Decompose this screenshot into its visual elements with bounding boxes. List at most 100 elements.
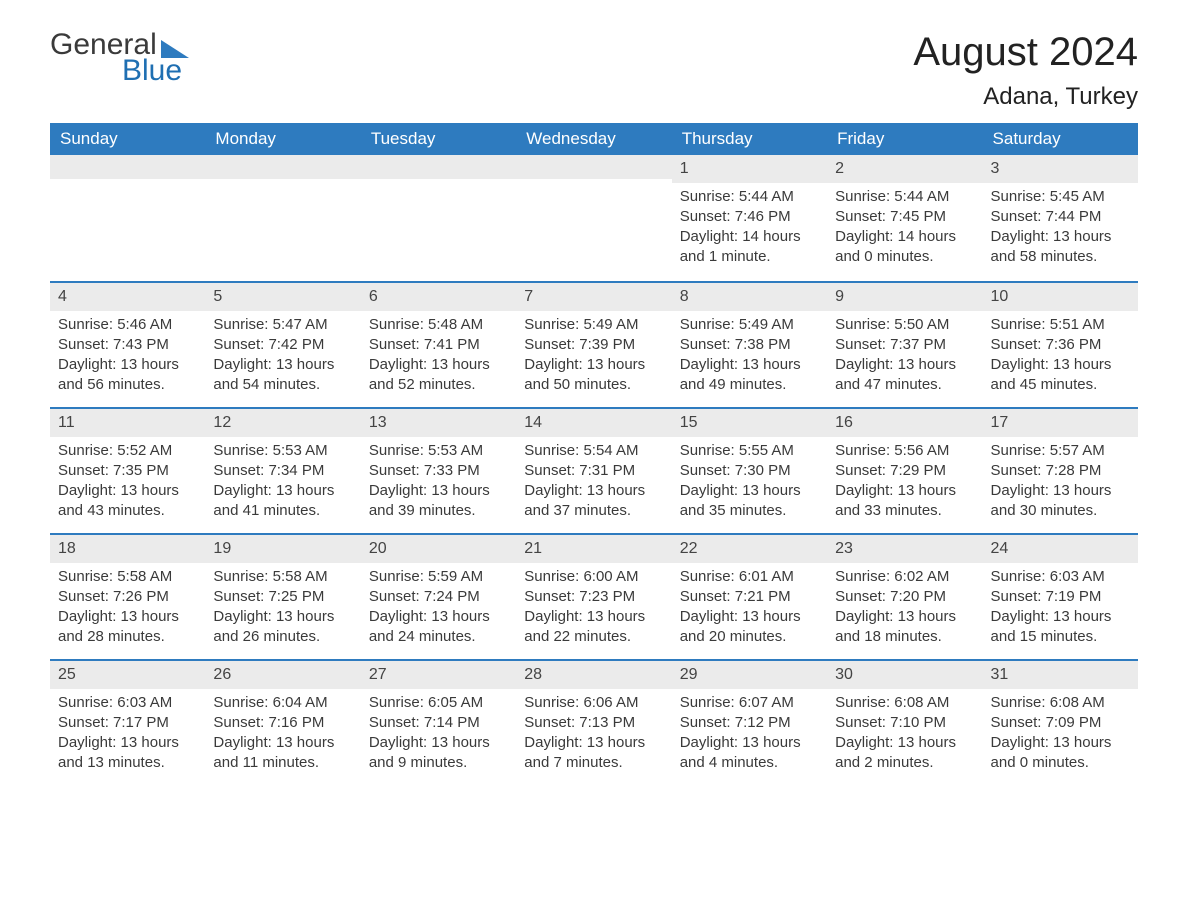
sunrise-line: Sunrise: 5:47 AM [213, 315, 352, 335]
day-cell: 24Sunrise: 6:03 AMSunset: 7:19 PMDayligh… [983, 535, 1138, 659]
sunset-line: Sunset: 7:24 PM [369, 587, 508, 607]
day-number: 10 [983, 283, 1138, 311]
day-cell: 11Sunrise: 5:52 AMSunset: 7:35 PMDayligh… [50, 409, 205, 533]
sunrise-line: Sunrise: 5:54 AM [524, 441, 663, 461]
sunrise-line: Sunrise: 5:55 AM [680, 441, 819, 461]
week-row: 1Sunrise: 5:44 AMSunset: 7:46 PMDaylight… [50, 155, 1138, 281]
daylight-line: Daylight: 13 hours and 22 minutes. [524, 607, 663, 648]
day-cell: 15Sunrise: 5:55 AMSunset: 7:30 PMDayligh… [672, 409, 827, 533]
sunset-line: Sunset: 7:17 PM [58, 713, 197, 733]
daylight-line: Daylight: 13 hours and 11 minutes. [213, 733, 352, 774]
sunrise-line: Sunrise: 5:59 AM [369, 567, 508, 587]
calendar: SundayMondayTuesdayWednesdayThursdayFrid… [50, 123, 1138, 785]
month-title: August 2024 [913, 30, 1138, 75]
daylight-line: Daylight: 13 hours and 43 minutes. [58, 481, 197, 522]
day-cell: 12Sunrise: 5:53 AMSunset: 7:34 PMDayligh… [205, 409, 360, 533]
day-number: 17 [983, 409, 1138, 437]
sunrise-line: Sunrise: 5:49 AM [524, 315, 663, 335]
sunset-line: Sunset: 7:21 PM [680, 587, 819, 607]
sunset-line: Sunset: 7:31 PM [524, 461, 663, 481]
day-cell: 23Sunrise: 6:02 AMSunset: 7:20 PMDayligh… [827, 535, 982, 659]
day-number: 5 [205, 283, 360, 311]
day-cell: 16Sunrise: 5:56 AMSunset: 7:29 PMDayligh… [827, 409, 982, 533]
day-number [205, 155, 360, 179]
daylight-line: Daylight: 13 hours and 37 minutes. [524, 481, 663, 522]
daylight-line: Daylight: 13 hours and 45 minutes. [991, 355, 1130, 396]
day-number [361, 155, 516, 179]
weekday-header: Friday [827, 123, 982, 155]
daylight-line: Daylight: 13 hours and 33 minutes. [835, 481, 974, 522]
sunset-line: Sunset: 7:39 PM [524, 335, 663, 355]
daylight-line: Daylight: 13 hours and 4 minutes. [680, 733, 819, 774]
weekday-header: Tuesday [361, 123, 516, 155]
day-number: 27 [361, 661, 516, 689]
sunrise-line: Sunrise: 5:53 AM [369, 441, 508, 461]
day-number: 22 [672, 535, 827, 563]
day-cell: 13Sunrise: 5:53 AMSunset: 7:33 PMDayligh… [361, 409, 516, 533]
sunrise-line: Sunrise: 5:50 AM [835, 315, 974, 335]
daylight-line: Daylight: 13 hours and 50 minutes. [524, 355, 663, 396]
day-number: 3 [983, 155, 1138, 183]
weekday-header: Saturday [983, 123, 1138, 155]
daylight-line: Daylight: 13 hours and 18 minutes. [835, 607, 974, 648]
sunset-line: Sunset: 7:30 PM [680, 461, 819, 481]
day-cell: 3Sunrise: 5:45 AMSunset: 7:44 PMDaylight… [983, 155, 1138, 281]
sunrise-line: Sunrise: 5:46 AM [58, 315, 197, 335]
sunrise-line: Sunrise: 5:58 AM [58, 567, 197, 587]
sunset-line: Sunset: 7:23 PM [524, 587, 663, 607]
daylight-line: Daylight: 13 hours and 2 minutes. [835, 733, 974, 774]
daylight-line: Daylight: 14 hours and 0 minutes. [835, 227, 974, 268]
daylight-line: Daylight: 13 hours and 15 minutes. [991, 607, 1130, 648]
sunset-line: Sunset: 7:10 PM [835, 713, 974, 733]
daylight-line: Daylight: 13 hours and 54 minutes. [213, 355, 352, 396]
day-number: 8 [672, 283, 827, 311]
day-cell: 19Sunrise: 5:58 AMSunset: 7:25 PMDayligh… [205, 535, 360, 659]
week-row: 25Sunrise: 6:03 AMSunset: 7:17 PMDayligh… [50, 659, 1138, 785]
day-number: 12 [205, 409, 360, 437]
day-cell: 6Sunrise: 5:48 AMSunset: 7:41 PMDaylight… [361, 283, 516, 407]
sunrise-line: Sunrise: 5:56 AM [835, 441, 974, 461]
day-cell: 21Sunrise: 6:00 AMSunset: 7:23 PMDayligh… [516, 535, 671, 659]
empty-cell [361, 155, 516, 281]
daylight-line: Daylight: 13 hours and 41 minutes. [213, 481, 352, 522]
weekday-header: Thursday [672, 123, 827, 155]
logo-text-blue: Blue [122, 56, 189, 86]
empty-cell [516, 155, 671, 281]
sunrise-line: Sunrise: 6:04 AM [213, 693, 352, 713]
day-number: 20 [361, 535, 516, 563]
sunset-line: Sunset: 7:12 PM [680, 713, 819, 733]
sunset-line: Sunset: 7:35 PM [58, 461, 197, 481]
day-cell: 28Sunrise: 6:06 AMSunset: 7:13 PMDayligh… [516, 661, 671, 785]
sunrise-line: Sunrise: 6:00 AM [524, 567, 663, 587]
daylight-line: Daylight: 13 hours and 7 minutes. [524, 733, 663, 774]
day-number: 26 [205, 661, 360, 689]
day-cell: 4Sunrise: 5:46 AMSunset: 7:43 PMDaylight… [50, 283, 205, 407]
sunrise-line: Sunrise: 5:53 AM [213, 441, 352, 461]
day-cell: 18Sunrise: 5:58 AMSunset: 7:26 PMDayligh… [50, 535, 205, 659]
day-cell: 25Sunrise: 6:03 AMSunset: 7:17 PMDayligh… [50, 661, 205, 785]
sunset-line: Sunset: 7:20 PM [835, 587, 974, 607]
sunrise-line: Sunrise: 5:51 AM [991, 315, 1130, 335]
sunrise-line: Sunrise: 5:49 AM [680, 315, 819, 335]
weeks-container: 1Sunrise: 5:44 AMSunset: 7:46 PMDaylight… [50, 155, 1138, 785]
daylight-line: Daylight: 13 hours and 26 minutes. [213, 607, 352, 648]
day-cell: 20Sunrise: 5:59 AMSunset: 7:24 PMDayligh… [361, 535, 516, 659]
sunset-line: Sunset: 7:16 PM [213, 713, 352, 733]
day-cell: 1Sunrise: 5:44 AMSunset: 7:46 PMDaylight… [672, 155, 827, 281]
sunset-line: Sunset: 7:09 PM [991, 713, 1130, 733]
sunset-line: Sunset: 7:19 PM [991, 587, 1130, 607]
day-number: 2 [827, 155, 982, 183]
sunrise-line: Sunrise: 6:07 AM [680, 693, 819, 713]
weekday-header-row: SundayMondayTuesdayWednesdayThursdayFrid… [50, 123, 1138, 155]
day-cell: 17Sunrise: 5:57 AMSunset: 7:28 PMDayligh… [983, 409, 1138, 533]
sunrise-line: Sunrise: 6:02 AM [835, 567, 974, 587]
daylight-line: Daylight: 13 hours and 13 minutes. [58, 733, 197, 774]
logo: General Blue [50, 30, 189, 86]
day-number: 18 [50, 535, 205, 563]
sunset-line: Sunset: 7:33 PM [369, 461, 508, 481]
header: General Blue August 2024 Adana, Turkey [50, 30, 1138, 111]
sunset-line: Sunset: 7:38 PM [680, 335, 819, 355]
empty-cell [50, 155, 205, 281]
sunset-line: Sunset: 7:25 PM [213, 587, 352, 607]
sunrise-line: Sunrise: 5:57 AM [991, 441, 1130, 461]
